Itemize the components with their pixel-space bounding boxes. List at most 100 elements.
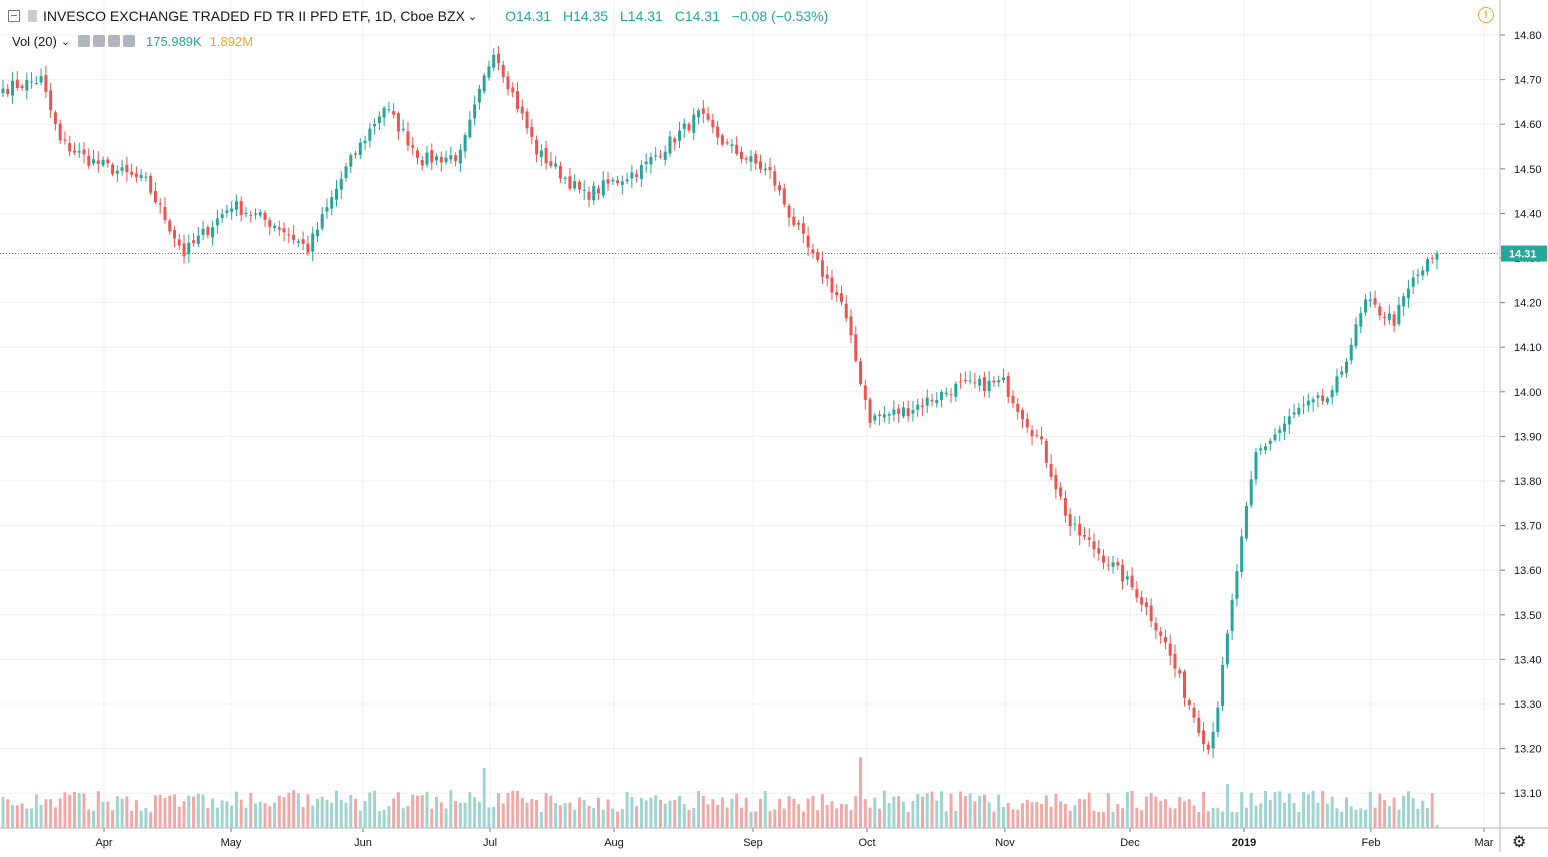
candle-body bbox=[644, 161, 648, 165]
volume-bar bbox=[373, 790, 377, 828]
candle-body bbox=[930, 399, 934, 402]
warning-icon[interactable]: ! bbox=[1478, 7, 1494, 23]
candle-body bbox=[825, 274, 829, 279]
candle-body bbox=[1211, 731, 1215, 749]
volume-bar bbox=[401, 808, 405, 828]
collapse-icon[interactable] bbox=[8, 10, 20, 22]
volume-bar bbox=[601, 809, 605, 828]
volume-bar bbox=[854, 796, 858, 828]
candle-body bbox=[1306, 400, 1310, 406]
candle-body bbox=[1321, 395, 1325, 401]
volume-label[interactable]: Vol (20) bbox=[12, 33, 57, 49]
candle-body bbox=[406, 131, 410, 146]
volume-bar bbox=[697, 790, 701, 828]
volume-bar bbox=[177, 806, 181, 828]
volume-bar bbox=[268, 806, 272, 828]
chevron-down-icon[interactable]: ⌄ bbox=[467, 10, 478, 23]
volume-bar bbox=[1197, 812, 1201, 828]
volume-bar bbox=[1082, 799, 1086, 828]
gear-icon[interactable]: ⚙ bbox=[1512, 834, 1527, 851]
candle-body bbox=[334, 188, 338, 200]
candle-body bbox=[301, 239, 305, 244]
volume-bar bbox=[182, 801, 186, 828]
volume-bar bbox=[153, 795, 157, 828]
volume-bar bbox=[492, 806, 496, 828]
volume-bar bbox=[125, 796, 129, 828]
candle-body bbox=[130, 171, 134, 175]
candle-body bbox=[1344, 361, 1348, 373]
volume-bar bbox=[130, 810, 134, 828]
volume-bar bbox=[782, 808, 786, 828]
candle-body bbox=[816, 252, 820, 260]
candle-body bbox=[839, 293, 843, 302]
volume-bar bbox=[1111, 811, 1115, 828]
candle-body bbox=[563, 177, 567, 179]
volume-bar bbox=[720, 797, 724, 828]
candle-body bbox=[1087, 537, 1091, 540]
candle-body bbox=[882, 414, 886, 418]
candle-body bbox=[1116, 562, 1120, 566]
volume-bar bbox=[701, 796, 705, 828]
volume-bar bbox=[220, 800, 224, 828]
volume-bar bbox=[678, 795, 681, 828]
candle-body bbox=[320, 214, 324, 229]
last-price-label: 14.31 bbox=[1509, 249, 1537, 261]
candle-body bbox=[511, 87, 515, 93]
volume-bar bbox=[597, 797, 601, 828]
volume-value-a: 175.989K bbox=[146, 33, 202, 49]
volume-bar bbox=[1011, 809, 1015, 828]
close-icon[interactable] bbox=[123, 35, 136, 47]
volume-bar bbox=[1183, 801, 1186, 828]
candle-body bbox=[1206, 744, 1210, 750]
candle-body bbox=[401, 128, 405, 131]
volume-bar bbox=[1364, 809, 1368, 828]
volume-bar bbox=[978, 795, 982, 828]
open-value: O14.31 bbox=[505, 8, 552, 24]
candle-body bbox=[292, 234, 296, 241]
candle-body bbox=[1268, 440, 1272, 444]
volume-bar bbox=[1063, 803, 1067, 828]
candle-body bbox=[449, 155, 453, 160]
candle-body bbox=[635, 174, 639, 178]
volume-bar bbox=[1435, 824, 1439, 828]
volume-bar bbox=[1311, 790, 1315, 828]
candle-body bbox=[1154, 622, 1158, 631]
candle-body bbox=[1102, 555, 1106, 563]
candle-series bbox=[1, 45, 1439, 759]
volume-bar bbox=[258, 801, 262, 828]
plus-icon[interactable] bbox=[108, 35, 121, 47]
volume-bar bbox=[106, 801, 110, 828]
candle-body bbox=[1430, 258, 1434, 260]
volume-bar bbox=[101, 801, 105, 828]
candle-body bbox=[516, 91, 520, 109]
candle-body bbox=[206, 227, 210, 235]
volume-bar bbox=[425, 791, 429, 828]
candle-body bbox=[1316, 395, 1320, 398]
candle-body bbox=[377, 116, 381, 124]
eye-icon[interactable] bbox=[78, 35, 91, 47]
candle-body bbox=[558, 165, 562, 179]
candle-body bbox=[501, 64, 505, 77]
candle-body bbox=[396, 113, 400, 132]
volume-bar bbox=[1149, 792, 1153, 828]
symbol-title[interactable]: INVESCO EXCHANGE TRADED FD TR II PFD ETF… bbox=[43, 8, 465, 24]
chevron-down-icon[interactable]: ⌄ bbox=[60, 35, 71, 48]
volume-bar bbox=[306, 794, 310, 828]
volume-bar bbox=[797, 804, 801, 828]
candle-body bbox=[1049, 463, 1053, 477]
volume-bar bbox=[1402, 795, 1406, 828]
settings-icon[interactable] bbox=[93, 35, 106, 47]
candle-body bbox=[992, 380, 996, 383]
candle-body bbox=[1187, 700, 1191, 706]
volume-bar bbox=[568, 802, 572, 828]
candle-body bbox=[234, 201, 238, 210]
volume-bar bbox=[111, 810, 115, 828]
volume-bar bbox=[768, 811, 772, 828]
volume-bar bbox=[849, 810, 853, 828]
candle-body bbox=[1025, 418, 1029, 428]
volume-bar bbox=[120, 798, 124, 828]
volume-bar bbox=[39, 804, 43, 828]
candle-body bbox=[1330, 390, 1334, 398]
